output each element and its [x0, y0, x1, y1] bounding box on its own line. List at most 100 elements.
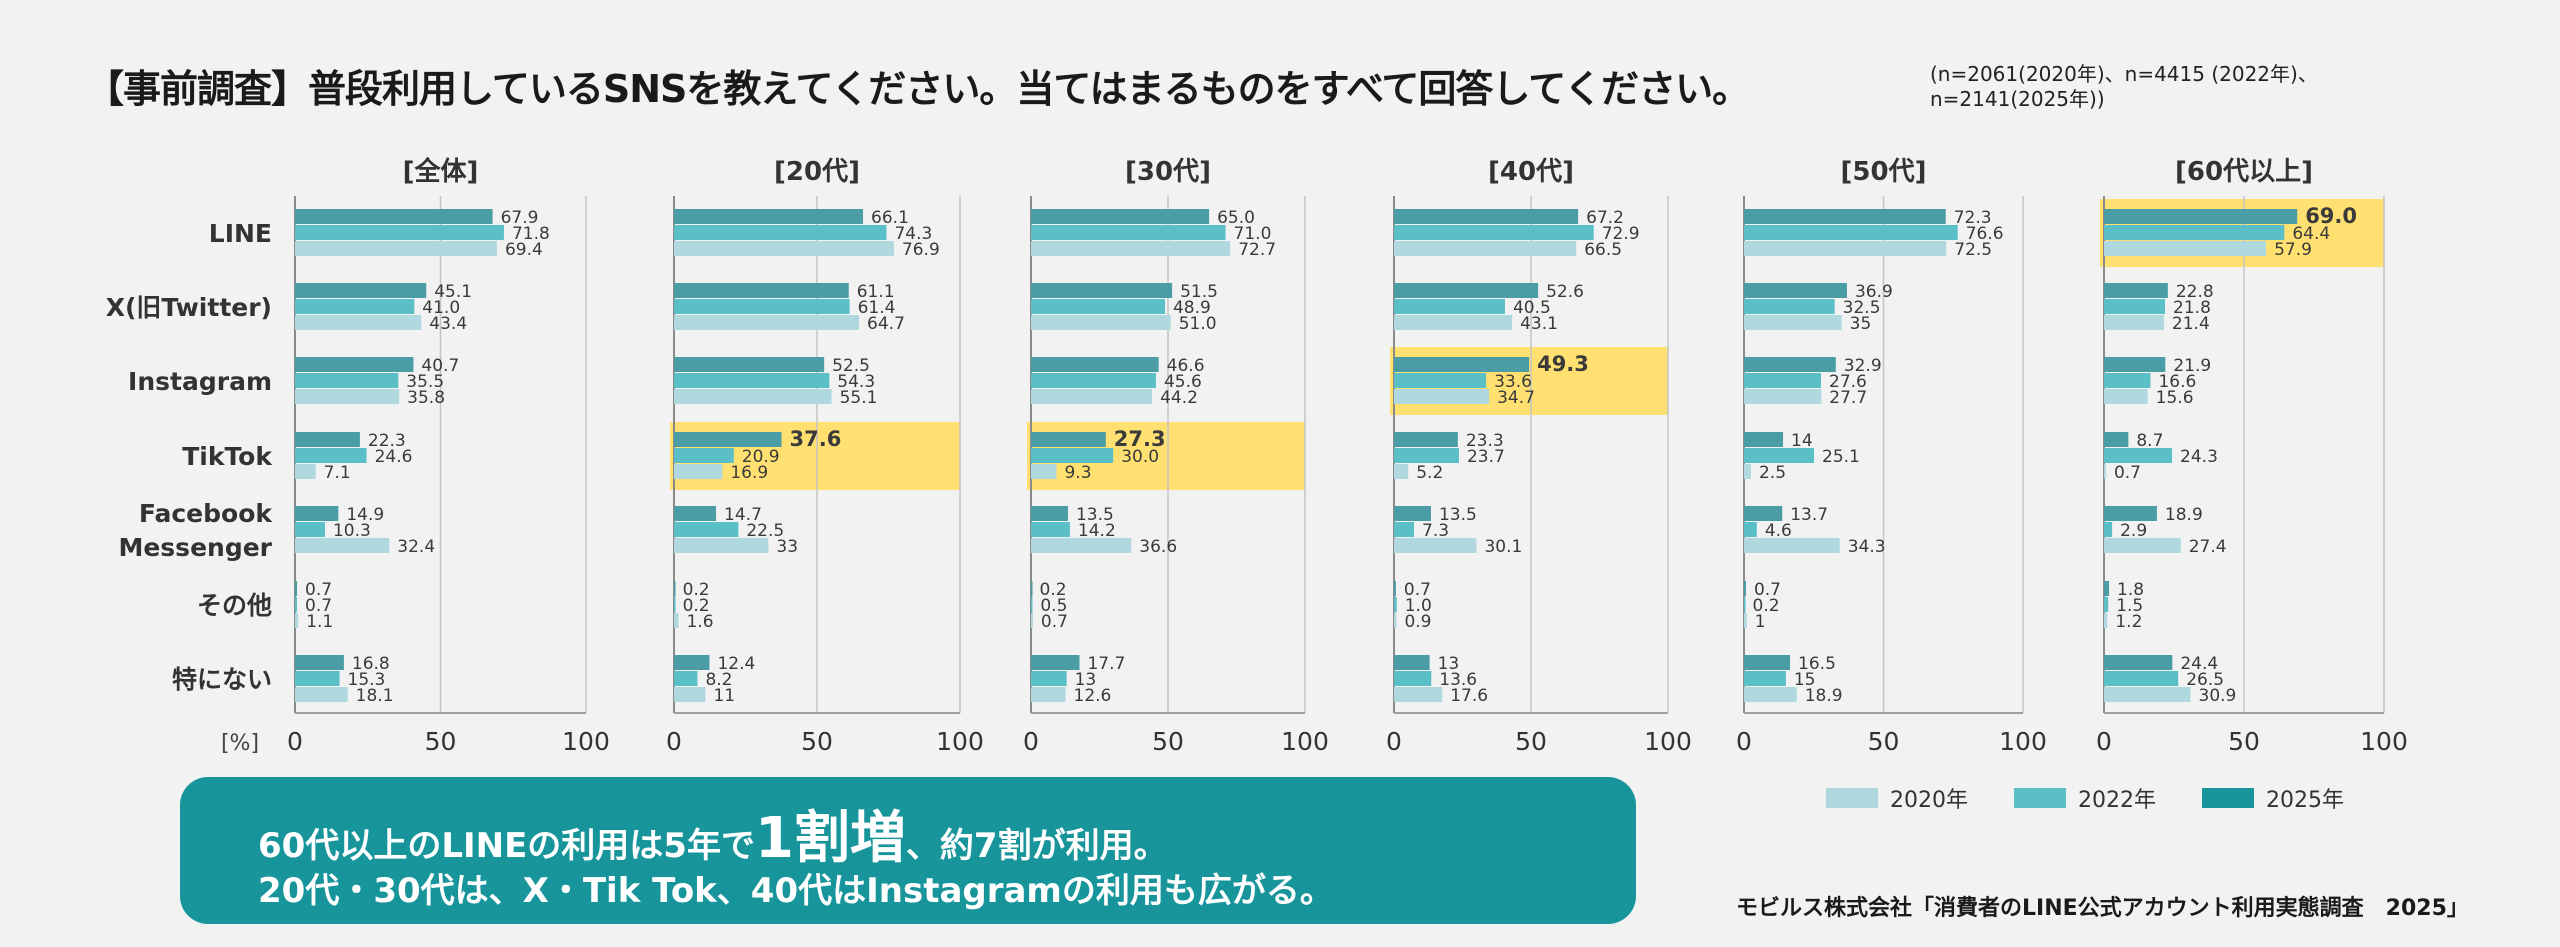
bar-2020年	[674, 613, 679, 628]
bar-2025年	[1394, 283, 1539, 298]
data-label: 43.1	[1520, 314, 1558, 334]
bar-2025年	[1744, 357, 1836, 372]
bar-2025年	[1031, 432, 1106, 447]
bar-2022年	[2104, 522, 2113, 537]
data-label: 21.8	[2173, 298, 2211, 318]
bar-2025年	[1031, 283, 1173, 298]
bar-2020年	[2104, 538, 2181, 553]
bar-2020年	[1744, 687, 1797, 702]
data-label: 2.5	[1759, 463, 1786, 483]
bar-2025年	[2104, 655, 2173, 670]
x-tick-label: 0	[1386, 727, 1402, 756]
bar-2022年	[2104, 671, 2179, 686]
bar-2022年	[674, 225, 887, 240]
data-label: 0.9	[1404, 612, 1431, 632]
data-label: 10.3	[333, 521, 371, 541]
callout-line-1-b: 、約7割が利用。	[905, 826, 1168, 866]
data-label: 1.6	[687, 612, 714, 632]
bar-2022年	[295, 373, 399, 388]
data-label: 18.9	[1805, 686, 1843, 706]
data-label: 16.9	[730, 463, 768, 483]
x-tick-label: 0	[1736, 727, 1752, 756]
data-label: 24.3	[2180, 447, 2218, 467]
bar-2020年	[2104, 389, 2148, 404]
bar-2025年	[295, 432, 360, 447]
bar-2022年	[1744, 448, 1815, 463]
data-label: 66.1	[871, 208, 909, 228]
bar-2020年	[1394, 315, 1513, 330]
bar-2022年	[2104, 299, 2166, 314]
bar-2020年	[2104, 464, 2106, 479]
bar-2025年	[2104, 432, 2129, 447]
data-label: 22.3	[368, 431, 406, 451]
bar-2020年	[1031, 315, 1171, 330]
data-label: 24.6	[375, 447, 413, 467]
bar-2020年	[295, 241, 497, 256]
data-label: 13.7	[1790, 505, 1828, 525]
bar-2025年	[2104, 357, 2166, 372]
bar-2020年	[295, 613, 299, 628]
bar-2020年	[674, 389, 832, 404]
bar-2020年	[674, 538, 769, 553]
legend-item-2022: 2022年	[2014, 782, 2156, 814]
data-label: 16.6	[2158, 372, 2196, 392]
data-label: 74.3	[894, 224, 932, 244]
x-tick-label: 100	[562, 727, 610, 756]
bar-2022年	[295, 671, 340, 686]
bar-2020年	[295, 389, 400, 404]
data-label: 45.6	[1164, 372, 1202, 392]
bar-2020年	[2104, 315, 2164, 330]
bar-2022年	[1744, 373, 1822, 388]
data-label: 25.1	[1822, 447, 1860, 467]
data-label: 1	[1755, 612, 1766, 632]
bar-2025年	[674, 432, 782, 447]
data-label: 33.6	[1494, 372, 1532, 392]
bar-2025年	[1031, 209, 1210, 224]
data-label: 13.5	[1439, 505, 1477, 525]
data-label: 34.7	[1497, 388, 1535, 408]
data-label: 0.2	[683, 596, 710, 616]
bar-2022年	[1744, 299, 1835, 314]
sample-size-note: (n=2061(2020年)、n=4415 (2022年)、 n=2141(20…	[1930, 62, 2318, 111]
legend-swatch	[2202, 788, 2254, 808]
data-label: 52.6	[1546, 282, 1584, 302]
data-label: 14.2	[1078, 521, 1116, 541]
bar-2020年	[1031, 687, 1066, 702]
bar-2025年	[295, 283, 427, 298]
bar-2022年	[295, 448, 367, 463]
x-tick-label: 50	[1152, 727, 1184, 756]
data-label: 21.9	[2173, 356, 2211, 376]
data-label: 35.5	[406, 372, 444, 392]
bar-2020年	[1394, 687, 1443, 702]
bar-2020年	[674, 315, 860, 330]
data-label: 67.9	[501, 208, 539, 228]
x-tick-label: 50	[2228, 727, 2260, 756]
bar-2020年	[295, 687, 348, 702]
data-label: 57.9	[2274, 240, 2312, 260]
bar-2022年	[1744, 522, 1757, 537]
data-label: 9.3	[1064, 463, 1091, 483]
x-tick-label: 50	[1868, 727, 1900, 756]
data-label: 1.5	[2116, 596, 2143, 616]
data-label: 4.6	[1765, 521, 1792, 541]
data-label: 13.6	[1439, 670, 1477, 690]
bar-2022年	[674, 671, 698, 686]
data-label: 1.1	[306, 612, 333, 632]
legend-item-2020: 2020年	[1826, 782, 1968, 814]
bar-2025年	[674, 283, 849, 298]
x-tick-label: 100	[1999, 727, 2047, 756]
data-label: 0.7	[2114, 463, 2141, 483]
x-tick-label: 50	[425, 727, 457, 756]
bar-2022年	[2104, 373, 2151, 388]
data-label: 15	[1794, 670, 1816, 690]
bar-2022年	[2104, 597, 2109, 612]
callout-emphasis: 1割増	[754, 806, 906, 871]
data-label: 0.2	[1753, 596, 1780, 616]
data-label: 18.1	[356, 686, 394, 706]
bar-2025年	[295, 357, 414, 372]
x-tick-label: 100	[936, 727, 984, 756]
bar-2025年	[1394, 357, 1530, 372]
data-label: 7.3	[1422, 521, 1449, 541]
data-label: 0.7	[305, 596, 332, 616]
bar-2025年	[1394, 506, 1431, 521]
